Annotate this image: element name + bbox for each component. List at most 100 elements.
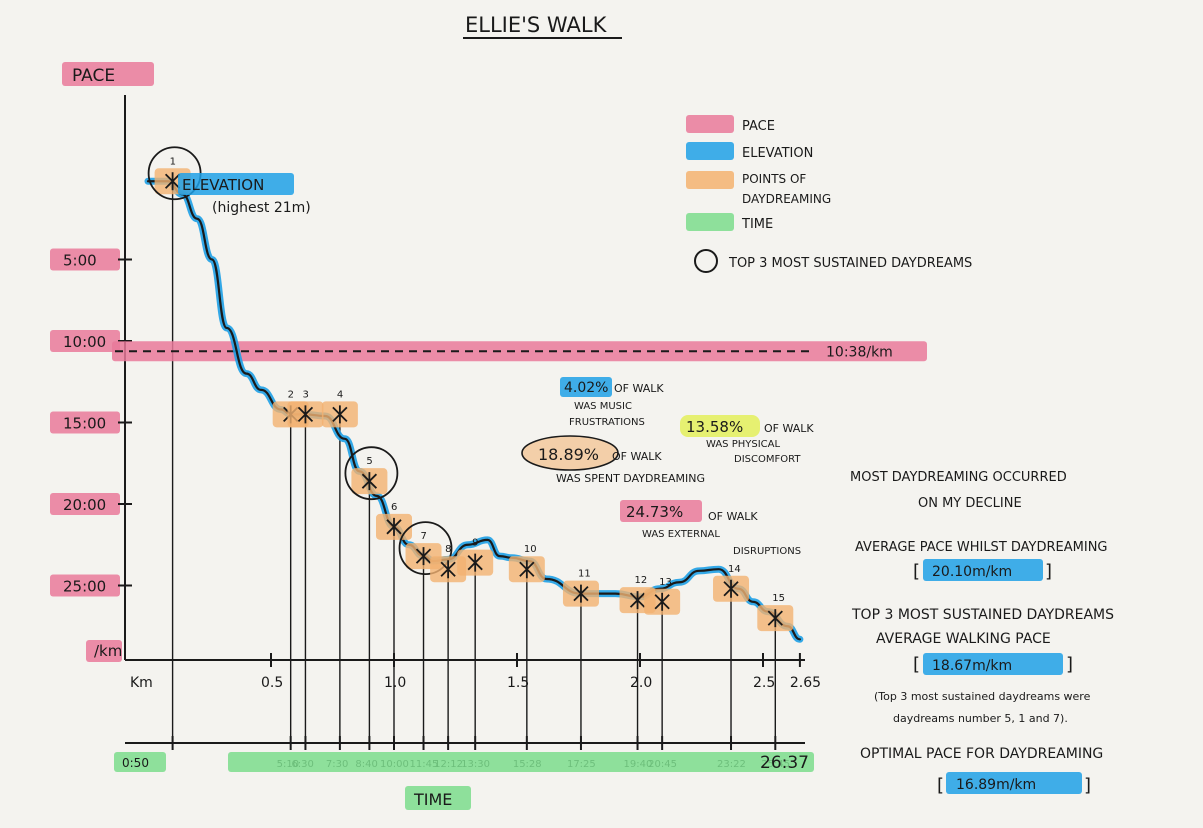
legend-top3: TOP 3 MOST SUSTAINED DAYDREAMS <box>728 256 972 271</box>
physical-text-2: WAS PHYSICAL <box>706 439 780 450</box>
time-band-highlight <box>228 752 814 772</box>
elevation-label-highlight <box>178 173 294 195</box>
music-annotation: 4.02% OF WALK WAS MUSIC FRUSTRATIONS <box>560 377 664 428</box>
daydream-point-number: 3 <box>302 389 308 400</box>
daydream-point-number: 14 <box>728 564 741 575</box>
daydream-point-number: 15 <box>772 593 785 604</box>
time-axis-label-highlight <box>405 786 471 810</box>
music-text-1: OF WALK <box>614 382 664 395</box>
time-end-label: 26:37 <box>760 753 809 773</box>
external-value-highlight <box>620 500 702 522</box>
daydream-point-marker <box>440 560 456 579</box>
legend-time: TIME <box>741 217 773 232</box>
music-value-highlight <box>560 377 612 397</box>
note-avg-highlight <box>923 559 1043 581</box>
physical-text-1: OF WALK <box>764 422 814 435</box>
y-tick-label: 20:00 <box>63 496 106 514</box>
pace-axis-highlight <box>62 62 154 86</box>
chart-title: ELLIE'S WALK <box>465 13 608 37</box>
legend-pace-swatch <box>686 115 734 133</box>
legend-daydream-1: POINTS OF <box>742 172 806 186</box>
y-tick-label: 5:00 <box>63 252 97 270</box>
x-tick-label: 2.0 <box>630 675 652 691</box>
music-value: 4.02% <box>564 380 608 396</box>
daydream-point-number: 10 <box>524 544 537 555</box>
time-start-highlight <box>114 752 166 772</box>
external-text-2: WAS EXTERNAL <box>642 529 720 540</box>
note-optimal-bracket-l: [ <box>937 775 944 796</box>
time-axis-label: TIME <box>413 790 452 809</box>
external-annotation: 24.73% OF WALK WAS EXTERNAL DISRUPTIONS <box>620 500 801 557</box>
legend: PACE ELEVATION POINTS OF DAYDREAMING TIM… <box>686 115 972 273</box>
daydream-point-marker <box>332 405 348 424</box>
note-top3-highlight <box>923 653 1063 675</box>
music-text-2: WAS MUSIC <box>574 401 632 412</box>
music-text-3: FRUSTRATIONS <box>569 417 645 428</box>
daydream-text-1: OF WALK <box>612 450 662 463</box>
physical-annotation: 13.58% OF WALK WAS PHYSICAL DISCOMFORT <box>680 415 814 465</box>
x-tick-label: 1.0 <box>384 675 406 691</box>
note-decline-1: MOST DAYDREAMING OCCURRED <box>850 470 1067 485</box>
y-unit-highlight <box>86 640 122 662</box>
note-avg-bracket-l: [ <box>913 561 920 582</box>
daydream-point-marker <box>386 517 402 536</box>
daydream-point-marker <box>361 472 378 491</box>
legend-elevation-swatch <box>686 142 734 160</box>
elevation-label: ELEVATION <box>182 176 264 194</box>
reference-pace-label: 10:38/km <box>826 344 893 360</box>
note-optimal-value: 16.89m/km <box>956 777 1036 793</box>
x-tick-label: 2.5 <box>753 675 775 691</box>
legend-circle-icon <box>694 249 718 273</box>
daydream-point-marker <box>723 579 739 598</box>
daydream-point-marker <box>297 405 314 424</box>
daydream-point-number: 4 <box>337 389 343 400</box>
external-value: 24.73% <box>626 503 683 521</box>
y-tick-label: 10:00 <box>63 333 106 351</box>
daydream-point-number: 7 <box>421 531 427 542</box>
daydream-point-number: 13 <box>659 577 672 588</box>
note-top3-2: AVERAGE WALKING PACE <box>876 631 1051 647</box>
note-top3-value: 18.67m/km <box>932 658 1012 674</box>
notes-panel: MOST DAYDREAMING OCCURRED ON MY DECLINE … <box>850 470 1114 796</box>
x-tick-label: 0.5 <box>261 675 283 691</box>
external-text-1: OF WALK <box>708 510 758 523</box>
reference-pace-band <box>112 341 927 362</box>
legend-daydream-2: DAYDREAMING <box>742 192 831 206</box>
daydream-point-marker <box>573 584 589 603</box>
highest-elevation-note: (highest 21m) <box>212 200 311 216</box>
reference-pace-line: 10:38/km <box>112 341 927 362</box>
y-axis-unit: /km <box>94 642 122 660</box>
legend-elevation: ELEVATION <box>742 146 813 161</box>
note-decline-2: ON MY DECLINE <box>918 496 1022 511</box>
x-tick-label: 1.5 <box>507 675 529 691</box>
x-ticks: 0.5 1.0 1.5 2.0 2.5 2.65 <box>261 653 821 691</box>
x-axis-unit: Km <box>130 675 153 691</box>
note-top3-bracket-l: [ <box>913 654 920 675</box>
note-avg-bracket-r: ] <box>1045 561 1052 582</box>
physical-value-highlight <box>680 415 760 437</box>
y-tick-highlight <box>50 248 120 271</box>
legend-daydream-swatch <box>686 171 734 189</box>
daydream-point-number: 2 <box>288 389 294 400</box>
y-tick-label: 25:00 <box>63 578 106 596</box>
y-ticks: 5:00 10:00 15:00 20:00 25:00 <box>50 248 132 662</box>
daydream-point-number: 5 <box>366 456 372 467</box>
drop-lines <box>171 181 777 750</box>
daydream-text-2: WAS SPENT DAYDREAMING <box>556 472 705 485</box>
top3-daydream-circle <box>344 446 399 501</box>
daydream-point-marker <box>164 172 181 191</box>
note-optimal-label: OPTIMAL PACE FOR DAYDREAMING <box>860 746 1103 762</box>
external-text-3: DISRUPTIONS <box>733 546 801 557</box>
physical-text-3: DISCOMFORT <box>734 454 801 465</box>
daydream-annotation: 18.89% OF WALK WAS SPENT DAYDREAMING <box>521 435 705 485</box>
note-top3-detail-2: daydreams number 5, 1 and 7). <box>893 712 1068 725</box>
top3-daydream-circle <box>398 521 453 576</box>
daydream-point-marker <box>519 560 535 579</box>
y-tick-label: 15:00 <box>63 415 106 433</box>
note-avg-value: 20.10m/km <box>932 564 1012 580</box>
daydream-point-marker <box>767 609 783 628</box>
daydream-point-number: 12 <box>635 575 648 586</box>
x-tick-label: 2.65 <box>790 675 821 691</box>
